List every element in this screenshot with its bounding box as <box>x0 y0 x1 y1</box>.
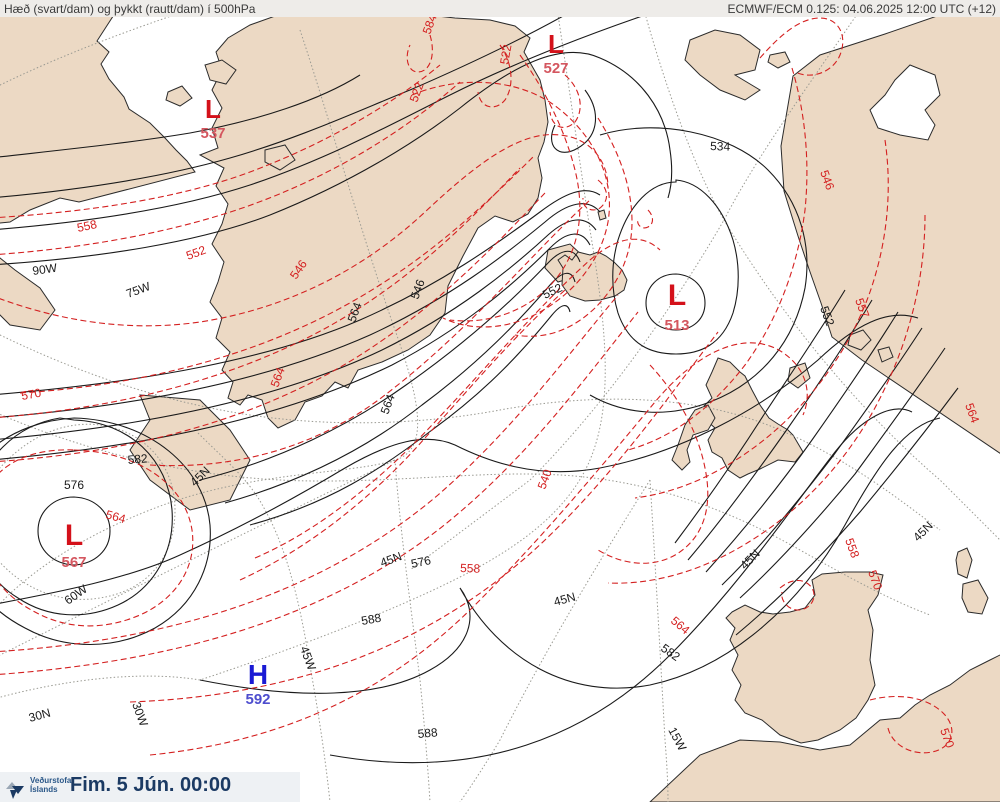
svg-text:L: L <box>65 519 83 552</box>
svg-text:537: 537 <box>200 125 225 142</box>
svg-text:582: 582 <box>127 451 148 467</box>
svg-text:L: L <box>205 94 221 124</box>
svg-text:527: 527 <box>543 60 568 77</box>
svg-text:558: 558 <box>460 561 481 576</box>
svg-text:588: 588 <box>417 725 438 741</box>
svg-text:567: 567 <box>61 554 86 571</box>
svg-text:576: 576 <box>64 478 84 492</box>
svg-text:L: L <box>668 279 686 312</box>
svg-text:534: 534 <box>710 139 731 154</box>
svg-text:513: 513 <box>664 317 689 334</box>
svg-text:H: H <box>248 659 268 690</box>
svg-text:L: L <box>548 29 564 59</box>
svg-text:592: 592 <box>245 691 270 708</box>
